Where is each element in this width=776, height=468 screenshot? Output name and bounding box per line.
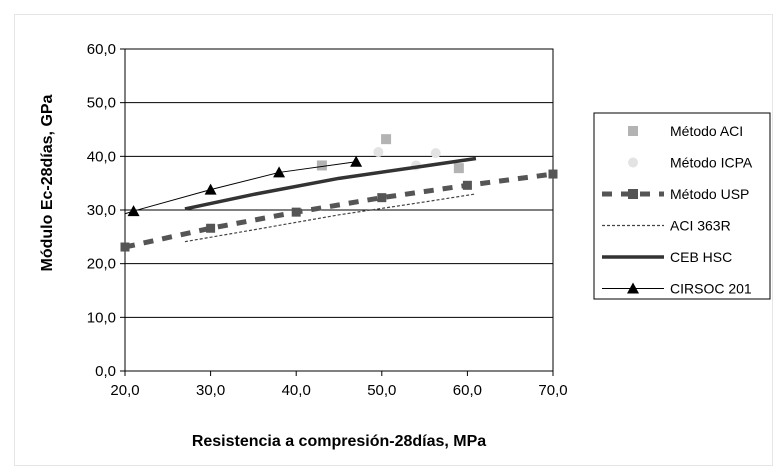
x-axis-label: Resistencia a compresión-28días, MPa (192, 433, 486, 450)
series-line (184, 156, 477, 211)
x-tick-label: 30,0 (196, 382, 225, 399)
series-aci-363r (184, 193, 477, 243)
series-metodo-usp (120, 169, 558, 252)
y-tick-label: 30,0 (87, 202, 116, 219)
data-point (462, 180, 472, 190)
legend-label: CIRSOC 201 (670, 281, 752, 297)
x-tick-label: 20,0 (110, 382, 139, 399)
legend-entry-cirsoc-201: CIRSOC 201 (602, 281, 752, 297)
data-point (430, 148, 441, 159)
data-point (377, 193, 387, 203)
legend-label: Método USP (670, 186, 749, 202)
grid (125, 48, 553, 372)
data-point (291, 207, 301, 217)
data-point (206, 223, 216, 233)
legend-label: Método ACI (670, 123, 743, 139)
series-ceb-hsc (184, 156, 477, 211)
data-point (453, 163, 464, 174)
data-point (316, 160, 327, 171)
series-layer (120, 134, 558, 252)
chart-frame (14, 14, 773, 466)
y-tick-label: 10,0 (87, 309, 116, 326)
y-tick-label: 60,0 (87, 41, 116, 58)
x-tick-label: 50,0 (367, 382, 396, 399)
legend-label: Método ICPA (670, 155, 753, 171)
legend-entry-ceb-hsc: CEB HSC (602, 249, 732, 265)
data-point (273, 166, 286, 178)
y-tick-label: 0,0 (95, 363, 116, 380)
series-metodo-aci (316, 134, 464, 174)
series-metodo-icpa (373, 147, 441, 171)
series-cirsoc-201 (125, 155, 363, 217)
data-point (381, 134, 392, 145)
legend-marker (627, 282, 639, 294)
legend-label: CEB HSC (670, 249, 732, 265)
legend-entry-aci-363r: ACI 363R (602, 218, 731, 234)
y-tick-label: 20,0 (87, 256, 116, 273)
axes: 0,0 10,0 20,0 30,0 40,0 50,0 60,0 20,0 30,0 40,0 5… (87, 41, 568, 399)
legend-marker (628, 157, 638, 168)
x-tick-label: 70,0 (538, 382, 567, 399)
legend-marker (628, 189, 638, 199)
x-tick-label: 60,0 (453, 382, 482, 399)
legend-entry-metodo-usp: Método USP (602, 186, 749, 202)
y-tick-label: 50,0 (87, 95, 116, 112)
data-point (120, 242, 130, 252)
data-point (548, 169, 558, 179)
legend-marker (628, 126, 638, 136)
data-point (204, 183, 217, 195)
legend-entry-metodo-aci: Método ACI (628, 123, 743, 139)
series-line (184, 193, 477, 243)
legend: Método ACI Método ICPA Método USP ACI 363R C… (593, 112, 771, 300)
y-axis-label: Módulo Ec-28días, GPa (39, 94, 56, 271)
series-line (125, 171, 553, 250)
data-point (350, 155, 363, 167)
y-tick-label: 40,0 (87, 148, 116, 165)
data-point (127, 205, 140, 217)
legend-entry-metodo-icpa: Método ICPA (628, 155, 753, 171)
x-tick-label: 40,0 (282, 382, 311, 399)
legend-label: ACI 363R (670, 218, 731, 234)
data-point (373, 147, 384, 158)
plot-border (124, 48, 554, 372)
